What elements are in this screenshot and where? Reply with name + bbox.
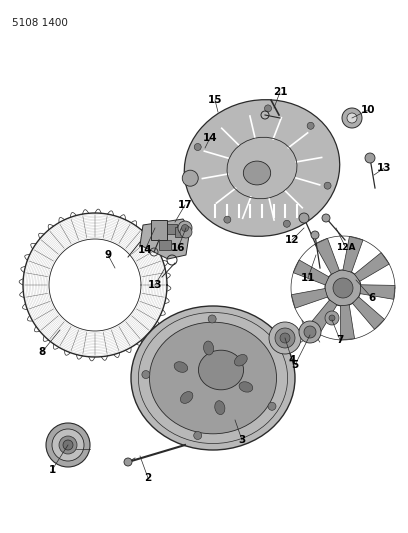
Text: 13: 13 bbox=[377, 163, 391, 173]
Circle shape bbox=[304, 326, 316, 338]
Circle shape bbox=[333, 278, 353, 298]
Circle shape bbox=[324, 182, 331, 189]
Text: 14: 14 bbox=[203, 133, 217, 143]
Circle shape bbox=[329, 315, 335, 321]
Polygon shape bbox=[340, 305, 355, 340]
Circle shape bbox=[63, 440, 73, 450]
Circle shape bbox=[180, 226, 192, 238]
Ellipse shape bbox=[180, 392, 193, 403]
Text: 1: 1 bbox=[49, 465, 55, 475]
Circle shape bbox=[325, 270, 361, 306]
Circle shape bbox=[59, 249, 131, 321]
Circle shape bbox=[307, 122, 314, 130]
Ellipse shape bbox=[131, 306, 295, 450]
Ellipse shape bbox=[235, 354, 247, 366]
Circle shape bbox=[182, 170, 198, 186]
Ellipse shape bbox=[215, 401, 225, 415]
Circle shape bbox=[182, 224, 188, 231]
Circle shape bbox=[299, 321, 321, 343]
Polygon shape bbox=[315, 238, 339, 274]
Circle shape bbox=[311, 231, 319, 239]
Ellipse shape bbox=[198, 350, 244, 390]
Polygon shape bbox=[355, 253, 389, 281]
Text: 10: 10 bbox=[361, 105, 375, 115]
Circle shape bbox=[284, 220, 290, 227]
Polygon shape bbox=[343, 237, 363, 272]
Circle shape bbox=[46, 423, 90, 467]
Circle shape bbox=[325, 311, 339, 325]
Ellipse shape bbox=[174, 362, 188, 373]
Polygon shape bbox=[353, 297, 384, 329]
Polygon shape bbox=[308, 300, 337, 334]
Circle shape bbox=[264, 105, 271, 112]
Circle shape bbox=[142, 370, 150, 378]
Bar bbox=[153, 227, 165, 237]
Circle shape bbox=[194, 432, 202, 440]
Text: 15: 15 bbox=[208, 95, 222, 105]
Circle shape bbox=[52, 429, 84, 461]
Circle shape bbox=[322, 214, 330, 222]
Text: 5108 1400: 5108 1400 bbox=[12, 18, 68, 28]
Text: 6: 6 bbox=[368, 293, 376, 303]
Text: 11: 11 bbox=[301, 273, 315, 283]
Circle shape bbox=[208, 315, 216, 323]
Polygon shape bbox=[140, 219, 190, 259]
Text: 12: 12 bbox=[285, 235, 299, 245]
Bar bbox=[159, 240, 171, 250]
Text: 8: 8 bbox=[38, 347, 46, 357]
Text: 14: 14 bbox=[137, 245, 152, 255]
Ellipse shape bbox=[239, 382, 253, 392]
Ellipse shape bbox=[243, 161, 271, 185]
Ellipse shape bbox=[204, 341, 214, 355]
Text: 9: 9 bbox=[104, 250, 111, 260]
Circle shape bbox=[59, 436, 77, 454]
Circle shape bbox=[280, 333, 290, 343]
Text: 21: 21 bbox=[273, 87, 287, 97]
Circle shape bbox=[342, 108, 362, 128]
Bar bbox=[175, 227, 187, 237]
Text: 2: 2 bbox=[144, 473, 152, 483]
Text: 3: 3 bbox=[238, 435, 246, 445]
Circle shape bbox=[275, 328, 295, 348]
Polygon shape bbox=[291, 288, 328, 308]
Circle shape bbox=[299, 213, 309, 223]
Text: 13: 13 bbox=[148, 280, 162, 290]
Polygon shape bbox=[293, 260, 329, 285]
Text: 5: 5 bbox=[291, 360, 299, 370]
Bar bbox=[165, 224, 177, 234]
Circle shape bbox=[269, 322, 301, 354]
Text: 12A: 12A bbox=[336, 244, 356, 253]
Text: 7: 7 bbox=[336, 335, 344, 345]
Text: 16: 16 bbox=[171, 243, 185, 253]
Circle shape bbox=[347, 113, 357, 123]
Bar bbox=[151, 220, 167, 240]
Circle shape bbox=[224, 216, 231, 223]
Circle shape bbox=[194, 143, 201, 150]
Ellipse shape bbox=[149, 322, 277, 434]
Text: 4: 4 bbox=[288, 355, 296, 365]
Circle shape bbox=[124, 458, 132, 466]
Polygon shape bbox=[360, 285, 395, 300]
Text: 17: 17 bbox=[178, 200, 192, 210]
Ellipse shape bbox=[184, 100, 340, 236]
Circle shape bbox=[365, 153, 375, 163]
Circle shape bbox=[268, 402, 276, 410]
Circle shape bbox=[178, 221, 192, 235]
